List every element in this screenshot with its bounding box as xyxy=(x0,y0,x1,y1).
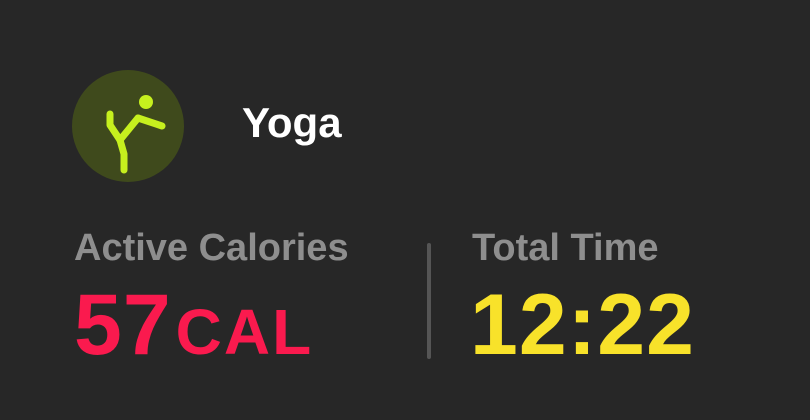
total-time-value: 12:22 xyxy=(470,277,695,373)
total-time-label: Total Time xyxy=(472,227,659,269)
active-calories-label: Active Calories xyxy=(74,227,349,269)
active-calories-value: 57CAL xyxy=(74,280,313,395)
workout-title: Yoga xyxy=(242,99,342,146)
metric-divider xyxy=(427,243,431,359)
active-calories-number: 57 xyxy=(74,277,172,373)
active-calories-unit: CAL xyxy=(175,296,314,368)
workout-icon-badge xyxy=(72,70,184,182)
yoga-pose-icon xyxy=(106,95,166,174)
